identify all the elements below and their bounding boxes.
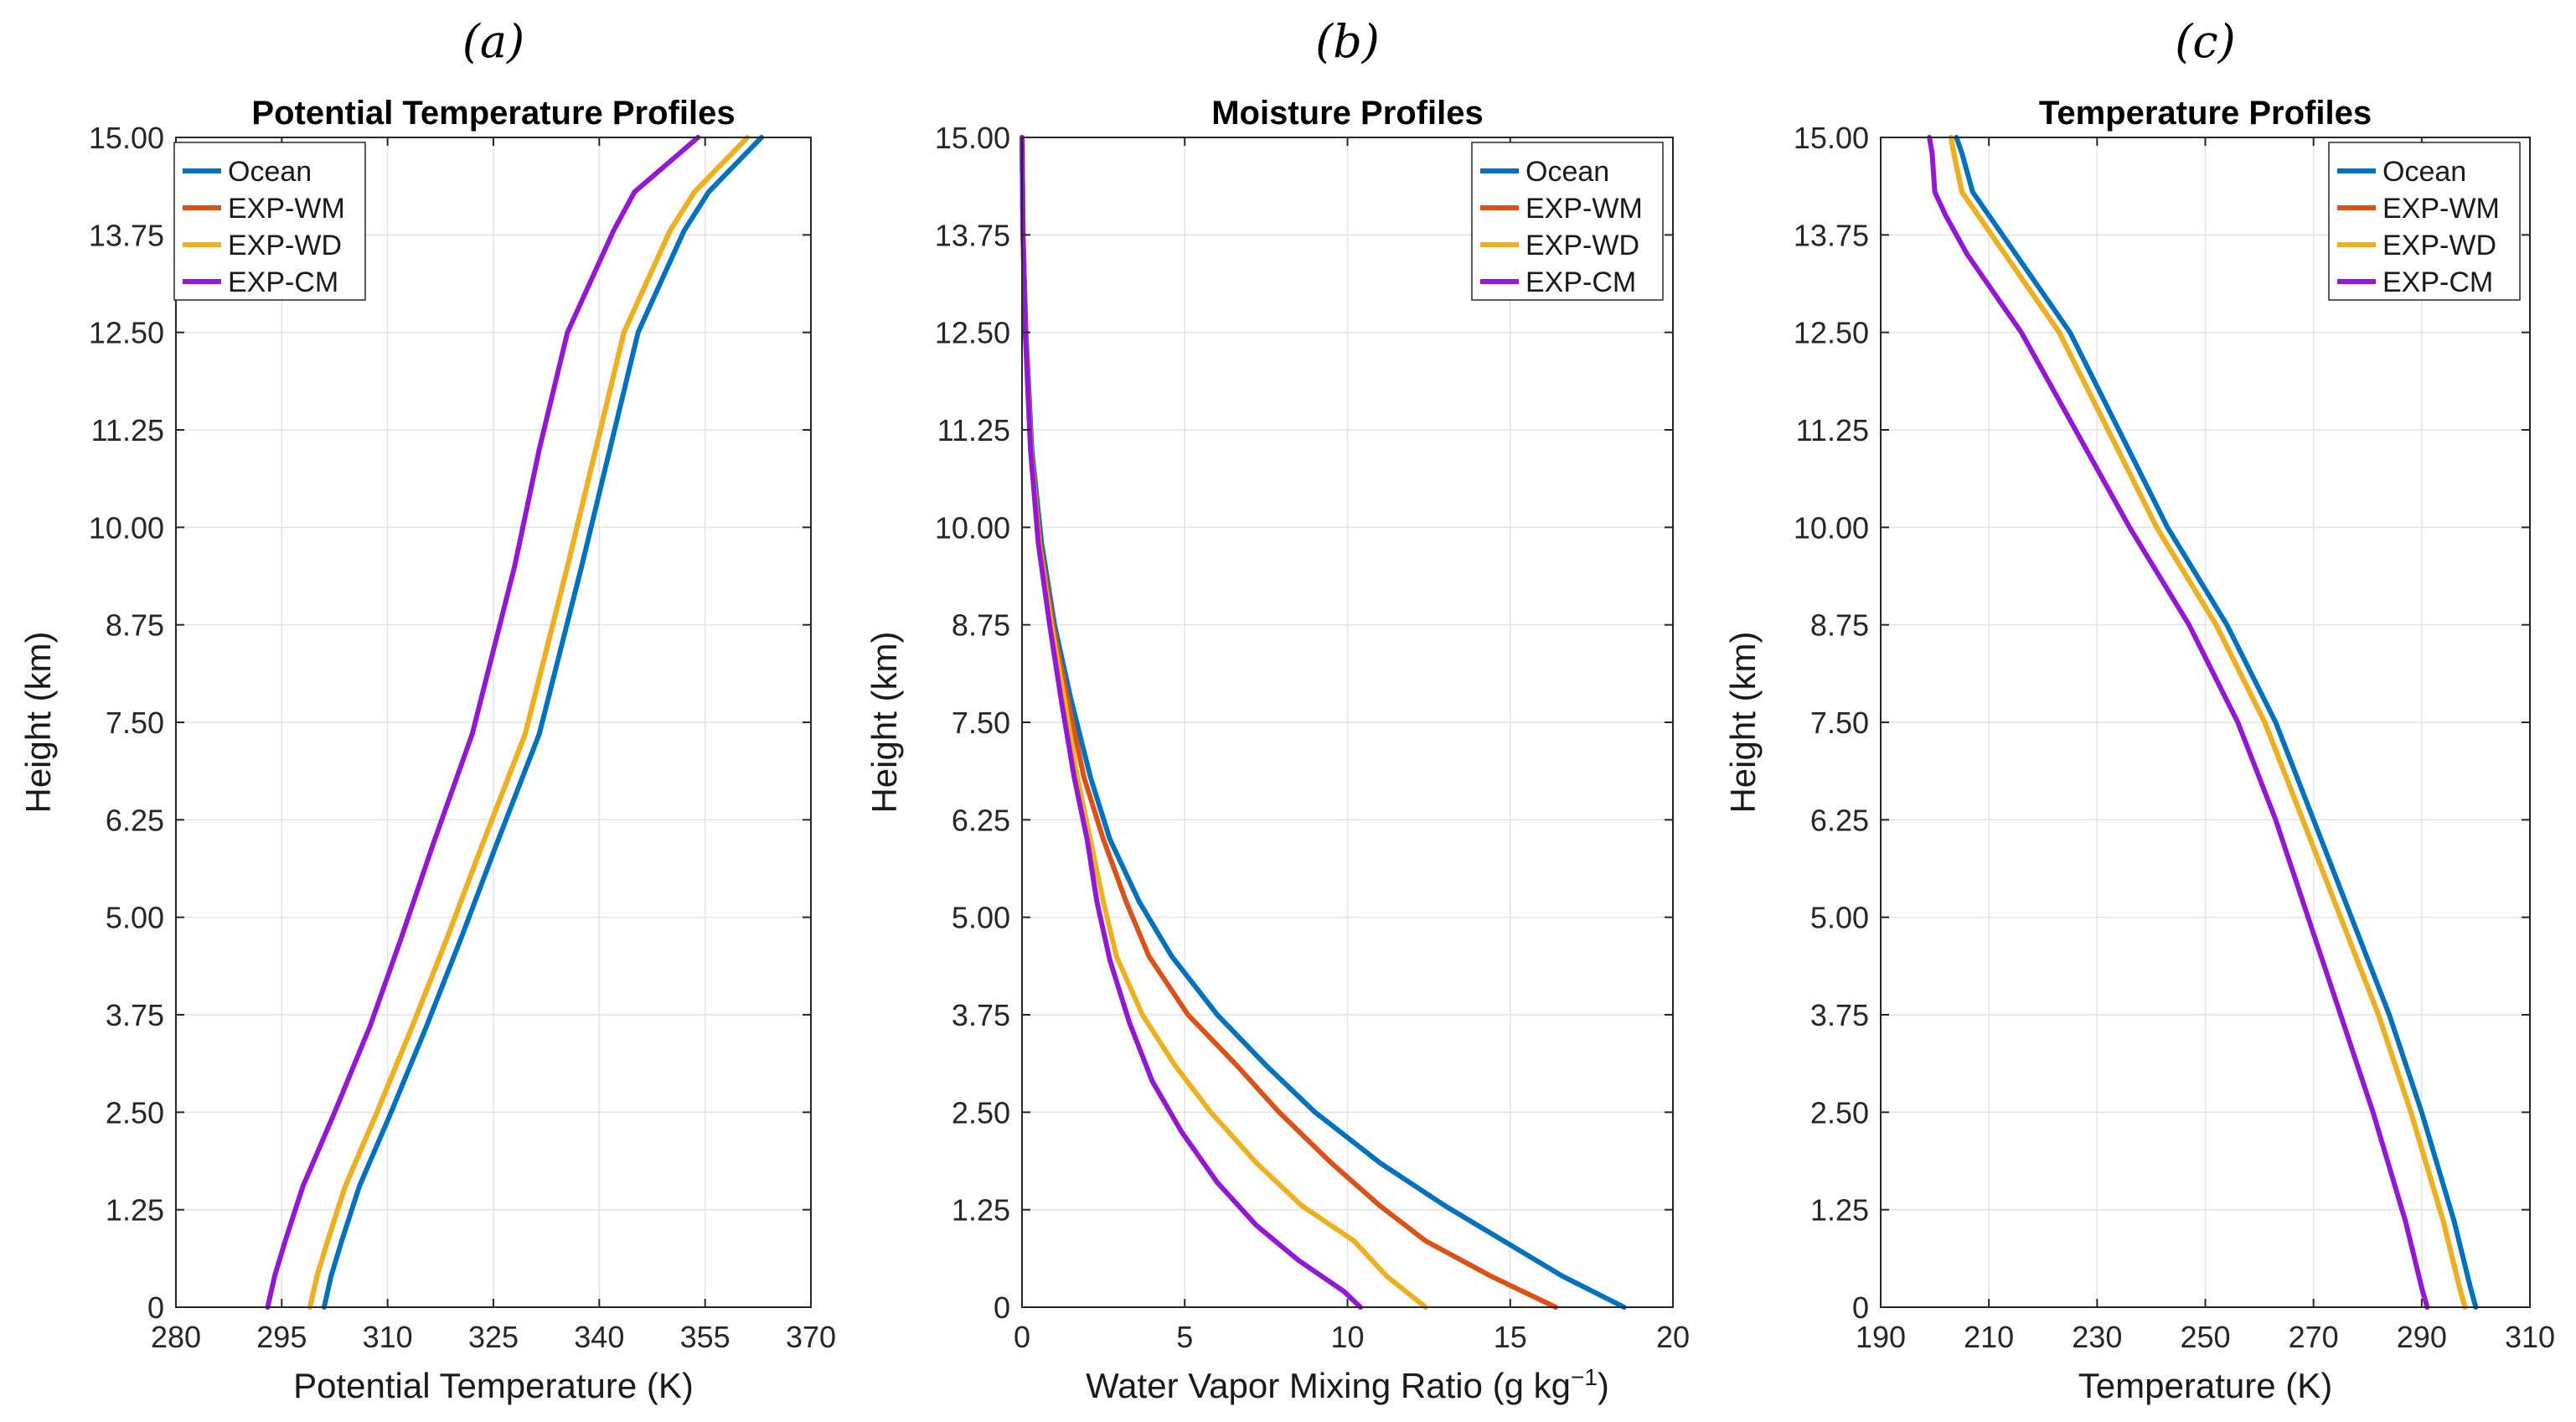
legend-entry-ocean: Ocean: [1525, 156, 1609, 188]
x-tick-label: 15: [1494, 1320, 1527, 1354]
x-tick-label: 250: [2180, 1320, 2230, 1354]
y-tick-label: 12.50: [1794, 316, 1869, 350]
y-tick-label: 12.50: [89, 316, 164, 350]
y-tick-label: 8.75: [952, 608, 1010, 643]
x-tick-label: 20: [1656, 1320, 1690, 1354]
legend: Ocean EXP-WM EXP-WD EXP-CM: [173, 142, 366, 301]
series-line-exp-cm: [1020, 135, 1363, 1310]
panel-label: (b): [1315, 15, 1380, 68]
y-tick-label: 15.00: [1794, 121, 1869, 155]
panel-label: (c): [2175, 15, 2235, 68]
y-tick-label: 12.50: [935, 316, 1010, 350]
y-tick-label: 0: [994, 1290, 1010, 1325]
x-axis-label: Water Vapor Mixing Ratio (g kg−1): [1086, 1364, 1609, 1406]
y-tick-label: 0: [1852, 1290, 1869, 1325]
y-tick-label: 6.25: [106, 803, 164, 837]
chart-title: Potential Temperature Profiles: [251, 95, 735, 132]
y-tick-label: 11.25: [91, 413, 164, 447]
y-tick-label: 2.50: [106, 1095, 164, 1130]
legend-entry-ocean: Ocean: [2382, 156, 2466, 188]
x-tick-label: 290: [2397, 1320, 2447, 1354]
x-tick-label: 10: [1330, 1320, 1364, 1354]
y-tick-label: 15.00: [89, 121, 164, 155]
x-tick-label: 310: [2505, 1320, 2555, 1354]
legend: Ocean EXP-WM EXP-WD EXP-CM: [1471, 142, 1664, 301]
legend: Ocean EXP-WM EXP-WD EXP-CM: [2328, 142, 2521, 301]
y-tick-label: 10.00: [1794, 510, 1869, 545]
x-tick-label: 190: [1856, 1320, 1906, 1354]
legend-entry-exp-cm: EXP-CM: [228, 266, 338, 298]
y-tick-label: 5.00: [952, 901, 1010, 935]
x-tick-label: 5: [1176, 1320, 1193, 1354]
series-line-ocean: [1954, 135, 2479, 1310]
legend-entry-exp-wm: EXP-WM: [1525, 193, 1643, 225]
legend-entry-exp-cm: EXP-CM: [1525, 266, 1636, 298]
legend-entry-ocean: Ocean: [228, 156, 312, 188]
series-line-ocean: [321, 135, 764, 1310]
y-tick-label: 13.75: [1794, 218, 1869, 252]
x-axis-label: Temperature (K): [2078, 1366, 2332, 1405]
x-tick-label: 310: [363, 1320, 413, 1354]
y-tick-label: 2.50: [1810, 1095, 1869, 1130]
chart-panel-3: 190 210 230 250 270 290 310 0 1.25 2.50 3.75 5.00 6.…: [1723, 15, 2555, 1405]
y-tick-label: 10.00: [935, 510, 1010, 545]
series-line-exp-wd: [307, 135, 751, 1310]
x-tick-label: 355: [680, 1320, 730, 1354]
y-axis-label: Height (km): [18, 631, 58, 813]
x-tick-label: 370: [786, 1320, 836, 1354]
x-tick-label: 340: [574, 1320, 624, 1354]
y-tick-label: 1.25: [1810, 1193, 1869, 1228]
x-axis-label-superscript: −1: [1571, 1364, 1598, 1390]
y-tick-label: 7.50: [952, 706, 1010, 740]
y-tick-label: 8.75: [1810, 608, 1869, 643]
y-tick-label: 11.25: [1796, 413, 1869, 447]
series-line-exp-wd: [1949, 135, 2468, 1310]
x-tick-label: 230: [2072, 1320, 2122, 1354]
y-tick-label: 5.00: [1810, 901, 1869, 935]
y-tick-label: 8.75: [106, 608, 164, 643]
series-line-exp-cm: [265, 135, 701, 1310]
x-tick-label: 210: [1964, 1320, 2014, 1354]
y-tick-label: 6.25: [952, 803, 1010, 837]
y-tick-label: 2.50: [952, 1095, 1010, 1130]
y-tick-label: 6.25: [1810, 803, 1869, 837]
legend-entry-exp-wm: EXP-WM: [228, 193, 345, 225]
y-axis-label: Height (km): [865, 631, 904, 813]
x-tick-label: 295: [256, 1320, 307, 1354]
x-axis-label: Potential Temperature (K): [293, 1366, 694, 1405]
chart-panel-2: 0 5 10 15 20 0 1.25 2.50 3.75 5.00 6.25 7.50 8.75 10.…: [865, 15, 1690, 1405]
x-tick-label: 270: [2289, 1320, 2339, 1354]
y-tick-label: 0: [147, 1290, 164, 1325]
legend-entry-exp-wd: EXP-WD: [1525, 230, 1639, 261]
y-tick-label: 7.50: [1810, 706, 1869, 740]
legend-entry-exp-cm: EXP-CM: [2382, 266, 2493, 298]
series-line-exp-cm: [1927, 135, 2430, 1310]
y-tick-label: 13.75: [89, 218, 164, 252]
y-tick-label: 3.75: [106, 998, 164, 1032]
panel-label: (a): [462, 15, 524, 68]
x-tick-label: 280: [151, 1320, 201, 1354]
legend-entry-exp-wd: EXP-WD: [228, 230, 342, 261]
y-tick-label: 1.25: [106, 1193, 164, 1228]
chart-title: Temperature Profiles: [2039, 95, 2372, 132]
x-tick-label: 0: [1014, 1320, 1030, 1354]
y-tick-label: 1.25: [952, 1193, 1010, 1228]
x-tick-label: 325: [468, 1320, 519, 1354]
y-tick-label: 10.00: [89, 510, 164, 545]
y-tick-label: 7.50: [106, 706, 164, 740]
legend-entry-exp-wm: EXP-WM: [2382, 193, 2500, 225]
y-tick-label: 15.00: [935, 121, 1010, 155]
y-tick-label: 11.25: [937, 413, 1010, 447]
y-axis-label: Height (km): [1723, 631, 1763, 813]
y-tick-label: 3.75: [1810, 998, 1869, 1032]
chart-panel-1: 280 295 310 325 340 355 370 0 1.25 2.50 3.75 5.00 6.…: [18, 15, 836, 1405]
legend-entry-exp-wd: EXP-WD: [2382, 230, 2496, 261]
y-tick-label: 5.00: [106, 901, 164, 935]
y-tick-label: 3.75: [952, 998, 1010, 1032]
chart-title: Moisture Profiles: [1211, 95, 1484, 132]
x-axis-label-end: ): [1598, 1366, 1609, 1405]
y-tick-label: 13.75: [935, 218, 1010, 252]
